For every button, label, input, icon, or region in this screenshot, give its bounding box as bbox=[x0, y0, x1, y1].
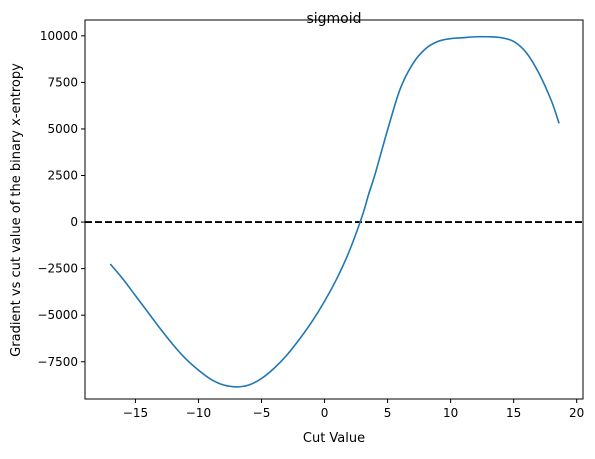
y-tick-label: 5000 bbox=[47, 122, 78, 136]
x-axis-ticks: −15 −10 −5 0 5 10 15 20 bbox=[123, 399, 584, 420]
x-tick-label: 10 bbox=[443, 406, 458, 420]
x-tick-label: 0 bbox=[321, 406, 329, 420]
x-tick-label: −10 bbox=[186, 406, 211, 420]
y-tick-label: 0 bbox=[70, 215, 78, 229]
y-tick-label: 10000 bbox=[40, 29, 78, 43]
y-axis-label: Gradient vs cut value of the binary x-en… bbox=[9, 63, 24, 357]
chart-title: sigmoid bbox=[306, 11, 361, 27]
plot-area-frame bbox=[84, 19, 584, 400]
x-tick-label: 20 bbox=[569, 406, 584, 420]
series-line bbox=[109, 35, 560, 388]
y-axis-ticks: −7500 −5000 −2500 0 2500 5000 7500 10000 bbox=[37, 29, 85, 369]
x-tick-label: 15 bbox=[506, 406, 521, 420]
x-axis-label: Cut Value bbox=[303, 431, 365, 446]
y-tick-label: −5000 bbox=[37, 308, 78, 322]
x-tick-label: −15 bbox=[123, 406, 148, 420]
y-tick-label: 2500 bbox=[47, 169, 78, 183]
series-layer bbox=[109, 35, 560, 388]
x-tick-label: 5 bbox=[384, 406, 392, 420]
y-tick-label: 7500 bbox=[47, 75, 78, 89]
y-tick-label: −2500 bbox=[37, 262, 78, 276]
y-tick-label: −7500 bbox=[37, 355, 78, 369]
x-tick-label: −5 bbox=[253, 406, 271, 420]
